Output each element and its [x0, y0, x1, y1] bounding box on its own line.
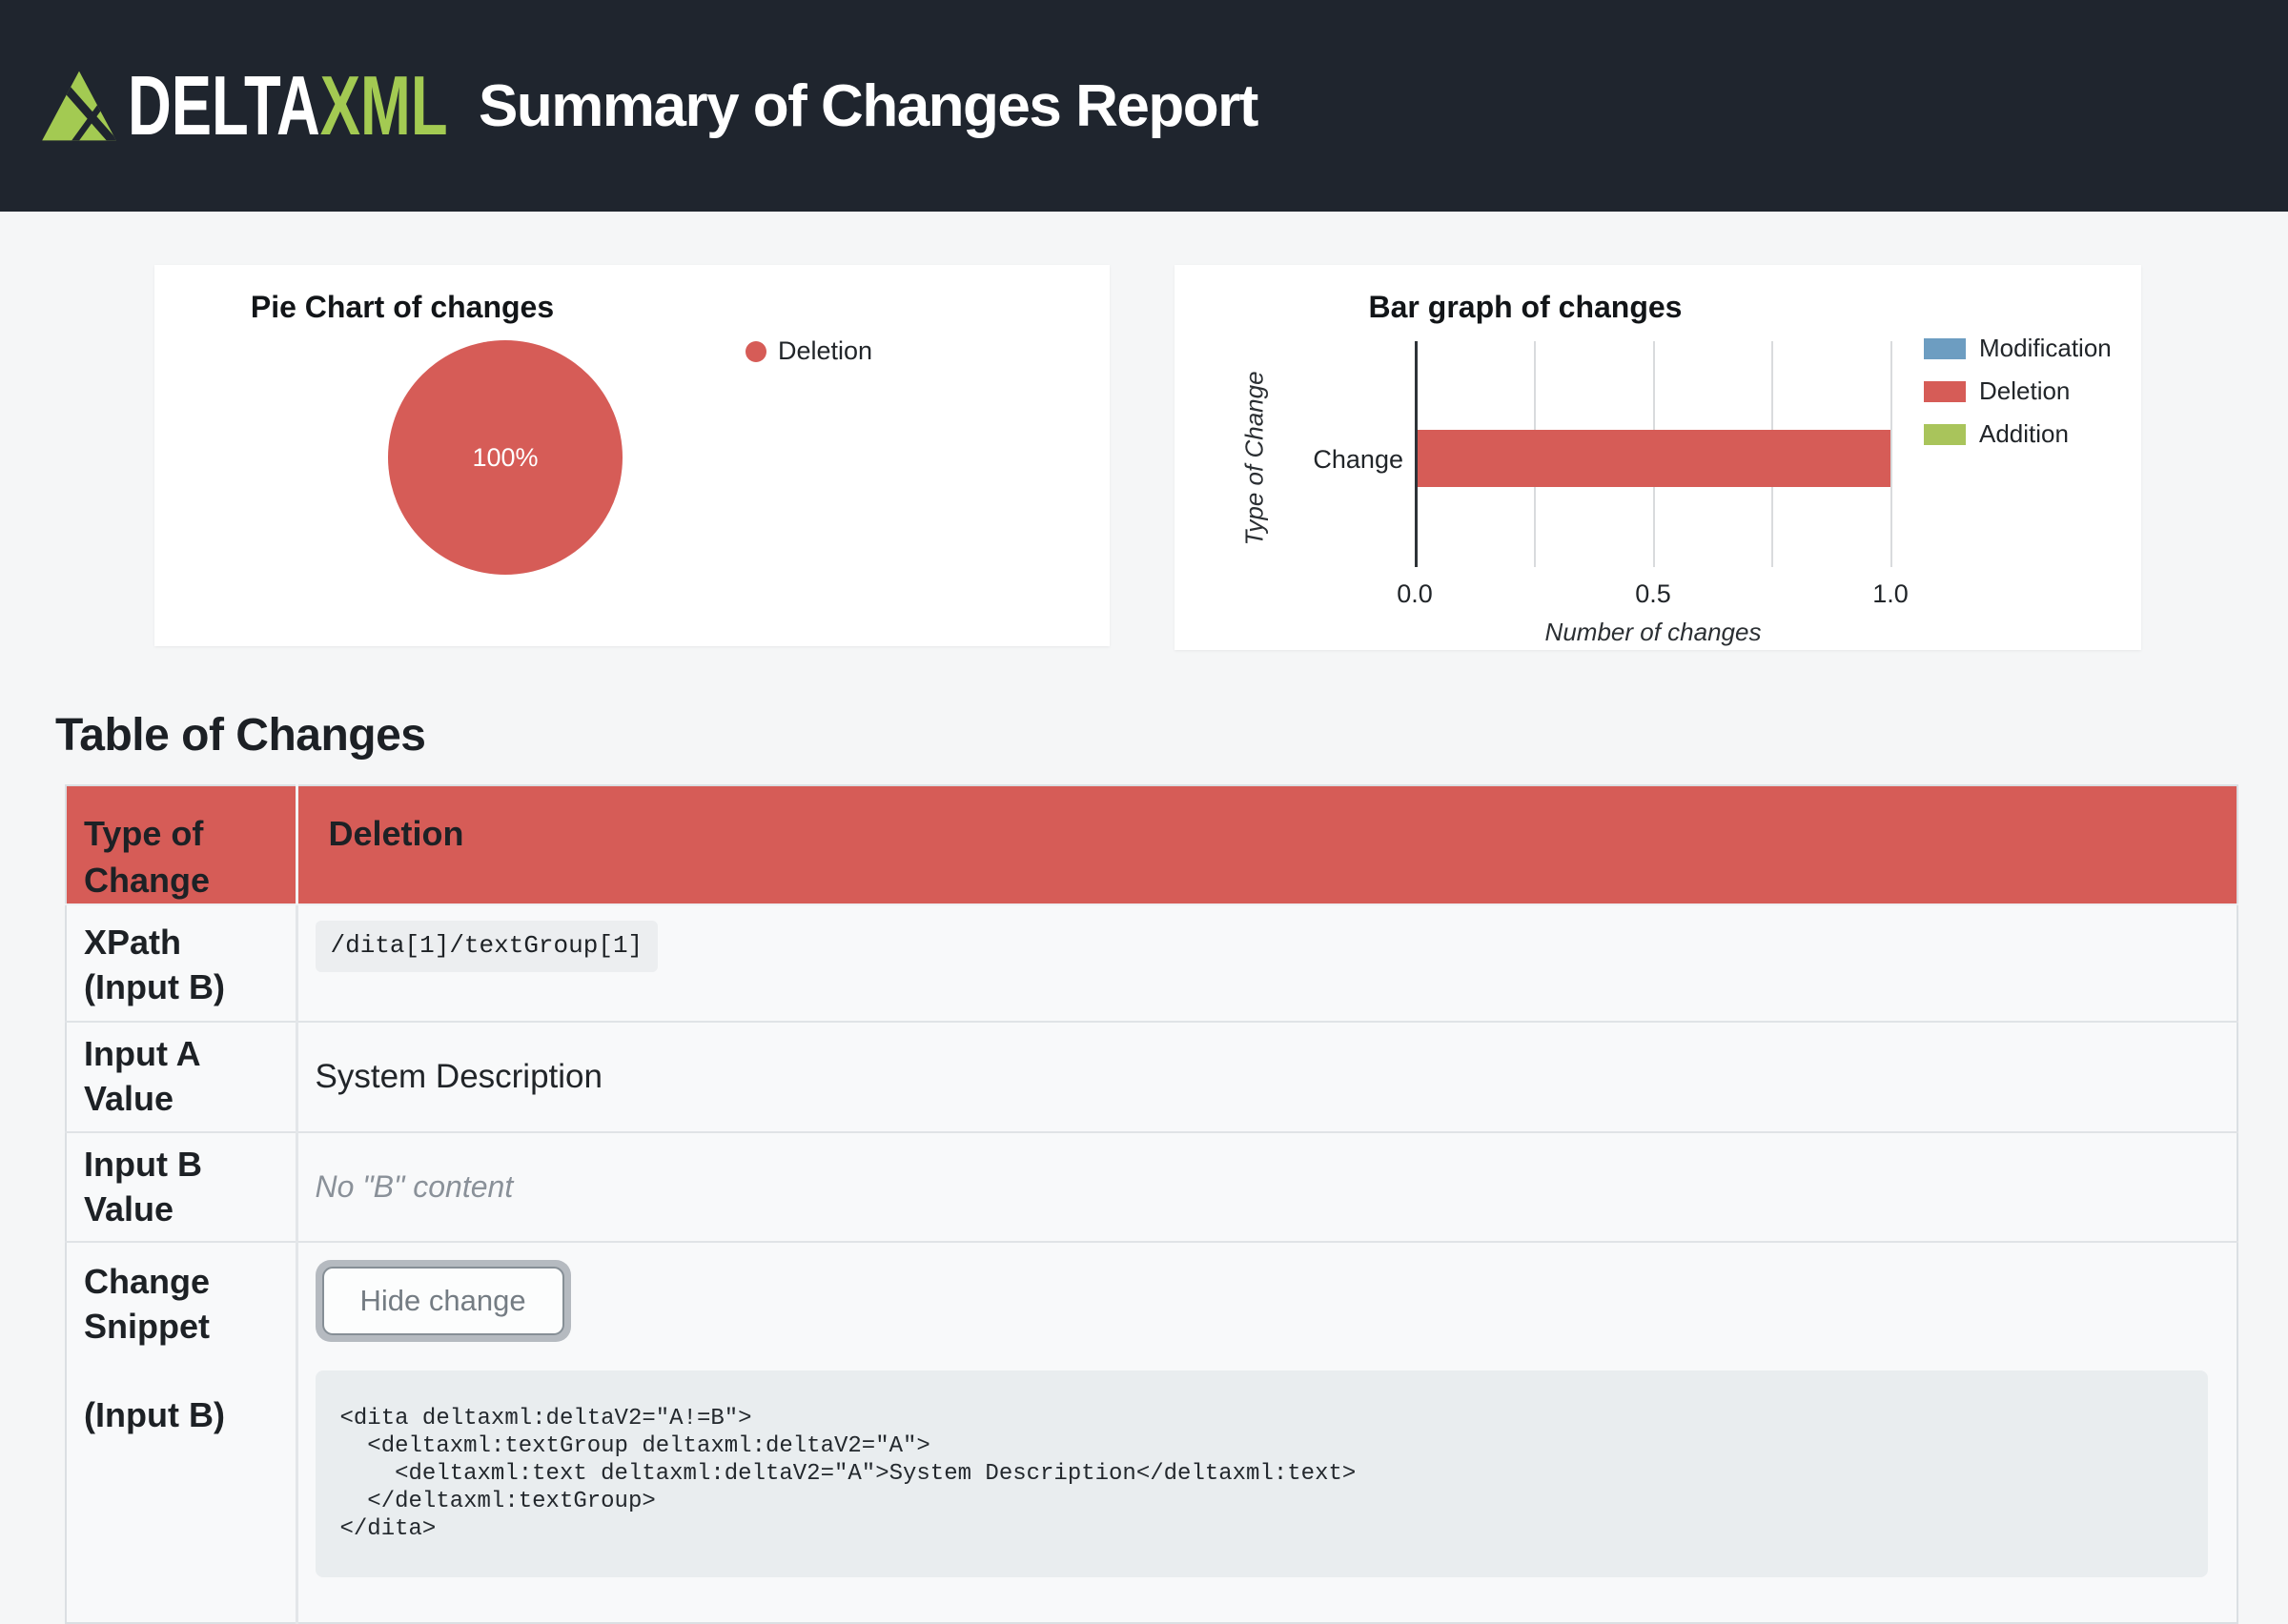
x-axis-title: Number of changes: [1544, 618, 1762, 646]
pie-legend-label: Deletion: [778, 336, 873, 365]
row-value-xpath: /dita[1]/textGroup[1]: [295, 903, 2237, 1023]
hide-change-button[interactable]: Hide change: [321, 1267, 564, 1336]
legend-item-addition: Addition: [1924, 419, 2112, 449]
charts-row: Pie Chart of changes 100% Deletion Bar g…: [154, 265, 2288, 650]
legend-label-deletion: Deletion: [1979, 376, 2071, 405]
table-row-change-snippet: Change Snippet (Input B) Hide change <di…: [66, 1241, 2237, 1624]
legend-label-addition: Addition: [1979, 419, 2069, 448]
row-value-input-a: System Description: [295, 1021, 2237, 1132]
change-snippet-code-block: <dita deltaxml:deltaV2="A!=B"> <deltaxml…: [315, 1370, 2208, 1578]
xpath-code-chip: /dita[1]/textGroup[1]: [315, 921, 659, 972]
row-label-input-b: Input B Value: [66, 1130, 296, 1243]
hide-change-button-focus-ring: Hide change: [315, 1260, 571, 1343]
pie-percentage-label: 100%: [472, 442, 539, 472]
deltaxml-logo-icon: [42, 71, 116, 141]
input-b-empty-text: No "B" content: [315, 1168, 514, 1204]
bar-legend: Modification Deletion Addition: [1924, 334, 2112, 449]
brand-wordmark: DELTAXML: [128, 64, 454, 148]
pie-chart-title: Pie Chart of changes: [250, 290, 555, 324]
row-label-input-a: Input A Value: [66, 1021, 296, 1132]
header-cell-type-of-change: Type of Change: [66, 785, 296, 906]
table-header-row: Type of Change Deletion: [66, 785, 2237, 906]
pie-chart-panel: Pie Chart of changes 100% Deletion: [154, 265, 1110, 646]
modification-swatch-icon: [1924, 337, 1966, 359]
brand-xml: XML: [319, 58, 448, 152]
change-snippet-sublabel: (Input B): [84, 1394, 225, 1434]
x-tick-1-0: 1.0: [1872, 579, 1909, 608]
pie-legend-item-deletion: Deletion: [746, 336, 872, 366]
change-snippet-code: <dita deltaxml:deltaV2="A!=B"> <deltaxml…: [339, 1406, 1357, 1543]
row-label-change-snippet: Change Snippet (Input B): [66, 1241, 296, 1624]
addition-swatch-icon: [1924, 423, 1966, 445]
changes-table: Type of Change Deletion XPath (Input B) …: [65, 784, 2238, 1624]
page-title: Summary of Changes Report: [479, 72, 1258, 139]
x-tick-0: 0.0: [1397, 579, 1433, 608]
legend-label-modification: Modification: [1979, 334, 2112, 362]
deletion-bar: [1418, 430, 1890, 487]
input-a-value-text: System Description: [315, 1058, 603, 1096]
deletion-swatch-icon: [1924, 380, 1966, 402]
bar-graph-panel: Bar graph of changes Change Type of Chan…: [1175, 265, 2141, 650]
table-row-input-b: Input B Value No "B" content: [66, 1130, 2237, 1243]
table-of-changes-heading: Table of Changes: [55, 710, 426, 761]
table-row-input-a: Input A Value System Description: [66, 1021, 2237, 1132]
legend-item-modification: Modification: [1924, 334, 2112, 363]
deletion-legend-dot-icon: [746, 340, 766, 362]
y-tick-change: Change: [1313, 445, 1403, 474]
gridline-1-0: [1890, 341, 1892, 567]
row-value-change-snippet: Hide change <dita deltaxml:deltaV2="A!=B…: [295, 1241, 2237, 1624]
table-row-xpath: XPath (Input B) /dita[1]/textGroup[1]: [66, 903, 2237, 1023]
change-snippet-label: Change Snippet: [84, 1262, 211, 1347]
top-navbar: DELTAXML Summary of Changes Report: [0, 0, 2288, 212]
pie-slice-deletion: 100%: [388, 340, 623, 575]
legend-item-deletion: Deletion: [1924, 376, 2112, 406]
row-label-xpath: XPath (Input B): [66, 903, 296, 1023]
bar-plot-area: [1415, 341, 1913, 567]
brand-delta: DELTA: [128, 58, 320, 152]
bar-graph-title: Bar graph of changes: [1368, 290, 1683, 324]
header-cell-deletion: Deletion: [295, 785, 2237, 906]
y-axis-line: [1415, 341, 1418, 567]
y-axis-title: Type of Change: [1239, 371, 1269, 546]
row-value-input-b: No "B" content: [295, 1130, 2237, 1243]
x-tick-0-5: 0.5: [1635, 579, 1671, 608]
